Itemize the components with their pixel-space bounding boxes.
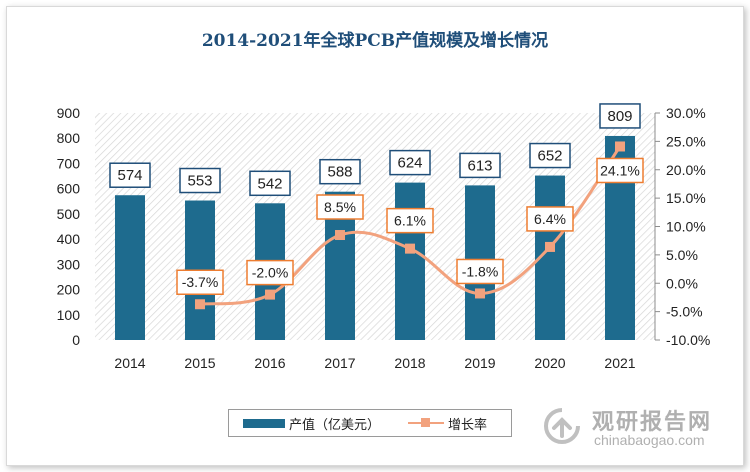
bar-value-label-box [389, 149, 431, 176]
y-left-tick-label: 900 [57, 105, 81, 121]
y-left-tick-label: 100 [57, 307, 81, 323]
growth-rate-label: -3.7% [182, 274, 219, 290]
legend-bar-swatch [243, 418, 285, 428]
bar-value-label: 574 [117, 167, 142, 184]
legend-item-line: 增长率 [380, 414, 487, 433]
y-left-tick-label: 600 [57, 181, 81, 197]
bar-value-label: 588 [327, 164, 352, 181]
growth-rate-label: 24.1% [600, 162, 640, 178]
x-tick-label: 2021 [604, 355, 635, 371]
growth-rate-marker [195, 299, 205, 310]
bar-value-label-box [179, 167, 221, 194]
x-tick-label: 2014 [114, 355, 145, 371]
y-left-tick-label: 200 [57, 282, 81, 298]
x-tick-label: 2016 [254, 355, 285, 371]
legend-item-bar: 产值（亿美元） [229, 414, 380, 433]
growth-rate-label-box [316, 194, 364, 220]
watermark: 观研报告网 chinabaogao.com [540, 402, 740, 452]
growth-rate-label-box [246, 259, 294, 286]
growth-rate-label-box [526, 206, 574, 232]
y-right-tick-label: 20.0% [666, 162, 706, 178]
bar-value-label: 542 [257, 175, 282, 192]
bar [115, 195, 145, 340]
y-right-tick-label: 10.0% [666, 219, 706, 235]
growth-rate-marker [405, 243, 415, 254]
x-tick-label: 2015 [184, 355, 215, 371]
y-left-tick-label: 700 [57, 155, 81, 171]
y-right-tick-label: 5.0% [666, 247, 698, 263]
growth-rate-marker [545, 241, 555, 252]
growth-rate-label-box [456, 258, 504, 285]
chart-title: 2014-2021年全球PCB产值规模及增长情况 [201, 31, 549, 51]
y-right-tick-label: 0.0% [666, 275, 698, 291]
growth-rate-label: 6.4% [534, 211, 566, 227]
legend-bar-label: 产值（亿美元） [289, 416, 381, 432]
x-tick-label: 2020 [534, 355, 565, 371]
legend-line-swatch [408, 418, 445, 427]
growth-rate-marker [265, 289, 275, 300]
bar-value-label-box [109, 162, 151, 188]
x-tick-label: 2017 [324, 355, 355, 371]
growth-rate-marker [615, 141, 625, 152]
watermark-logo-icon [544, 408, 580, 444]
y-left-tick-label: 400 [57, 231, 81, 247]
bar-value-label: 613 [467, 157, 492, 174]
x-tick-label: 2018 [394, 355, 425, 371]
y-right-tick-label: 30.0% [666, 105, 706, 121]
growth-rate-label-box [386, 207, 434, 234]
bar-value-label-box [529, 142, 571, 169]
bar-value-label-box [249, 170, 291, 197]
y-right-tick-label: 25.0% [666, 133, 706, 149]
growth-rate-label: 6.1% [394, 213, 426, 229]
legend-line-label: 增长率 [448, 416, 488, 432]
y-right-tick-label: -5.0% [666, 304, 703, 320]
bar [395, 182, 425, 340]
growth-rate-marker [335, 230, 345, 241]
growth-rate-label-box [176, 269, 224, 295]
y-left-tick-label: 800 [57, 130, 81, 146]
bar-value-label: 553 [187, 173, 212, 190]
watermark-domain: chinabaogao.com [594, 432, 705, 448]
bar-value-label-box [459, 152, 501, 179]
bar-value-label-box [319, 158, 361, 185]
y-left-tick-label: 500 [57, 206, 81, 222]
growth-rate-label: 8.5% [324, 199, 356, 215]
bar-value-label: 809 [607, 108, 632, 125]
bar-value-label: 652 [537, 148, 562, 165]
y-left-tick-label: 300 [57, 256, 81, 272]
y-right-tick-label: 15.0% [666, 190, 706, 206]
growth-rate-marker [475, 288, 485, 299]
growth-rate-label-box [596, 157, 644, 184]
y-left-tick-label: 0 [72, 332, 80, 348]
legend: 产值（亿美元） 增长率 [228, 409, 512, 437]
bar-value-label-box [599, 103, 641, 129]
x-tick-label: 2019 [464, 355, 495, 371]
watermark-name: 观研报告网 [592, 409, 713, 434]
growth-rate-label: -2.0% [252, 265, 289, 281]
y-right-tick-label: -10.0% [666, 332, 710, 348]
bar-value-label: 624 [397, 155, 422, 172]
growth-rate-label: -1.8% [462, 263, 499, 279]
